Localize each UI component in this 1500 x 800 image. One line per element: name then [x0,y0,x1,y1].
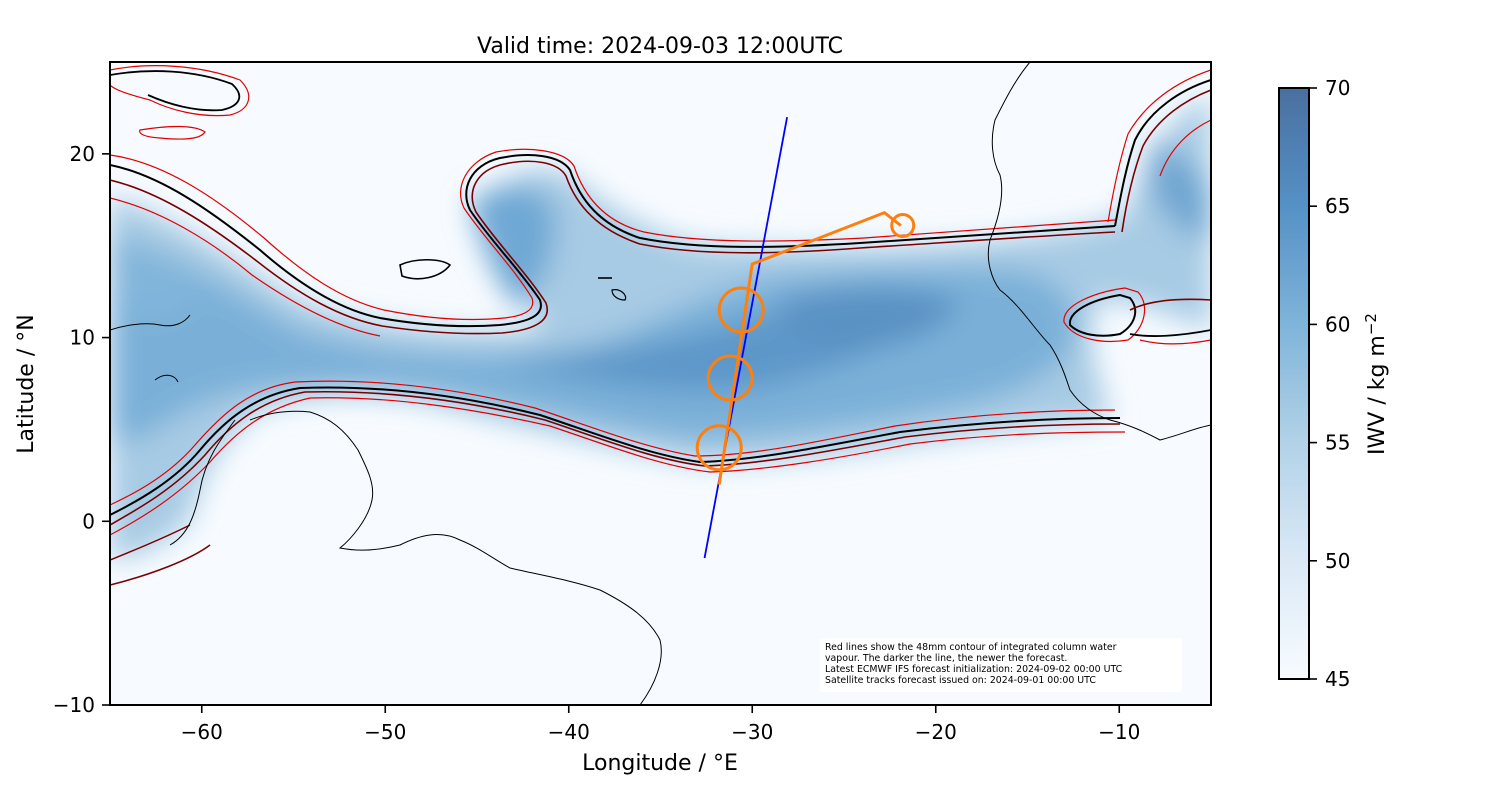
colorbar-tick-label: 70 [1325,76,1350,100]
y-tick-label: 20 [70,142,95,166]
colorbar-tick-label: 60 [1325,312,1350,336]
chart-title: Valid time: 2024-09-03 12:00UTC [477,34,843,59]
y-axis-label: Latitude / °N [14,314,39,453]
flight-circles [695,213,916,472]
flight-circle [695,424,743,472]
annotation-line: Latest ECMWF IFS forecast initialization… [825,664,1123,675]
x-axis-label: Longitude / °E [582,751,738,776]
colorbar-label: IWV / kg m−2 [1362,313,1390,455]
annotation-line: Satellite tracks forecast issued on: 202… [825,675,1096,686]
y-axis-ticks: −10 0 10 20 [53,142,110,717]
annotation-line: vapour. The darker the line, the newer t… [825,653,1068,664]
x-tick-label: −10 [1098,720,1140,744]
colorbar-tick-label: 50 [1325,549,1350,573]
x-tick-label: −20 [915,720,957,744]
x-axis-ticks: −60 −50 −40 −30 −20 −10 [181,705,1140,744]
annotation-box: Red lines show the 48mm contour of integ… [820,638,1182,692]
colorbar-ticks: 45 50 55 60 65 70 [1309,76,1350,691]
x-tick-label: −60 [181,720,223,744]
iwv-contours [110,65,1211,586]
map-frame [109,61,1212,706]
colorbar [1278,87,1310,680]
y-tick-label: 0 [82,509,95,533]
y-tick-label: −10 [53,693,95,717]
x-tick-label: −30 [731,720,773,744]
coastlines [110,62,1211,705]
colorbar-tick-label: 55 [1325,431,1350,455]
x-tick-label: −40 [548,720,590,744]
iwv-field [110,95,1211,560]
colorbar-tick-label: 65 [1325,194,1350,218]
annotation-line: Red lines show the 48mm contour of integ… [825,642,1117,653]
y-tick-label: 10 [70,326,95,350]
flight-circle [706,354,754,402]
map-layers [110,62,1211,705]
flight-circle [717,286,765,334]
flight-circle [890,213,916,239]
colorbar-tick-label: 45 [1325,667,1350,691]
x-tick-label: −50 [364,720,406,744]
satellite-track [703,116,788,559]
